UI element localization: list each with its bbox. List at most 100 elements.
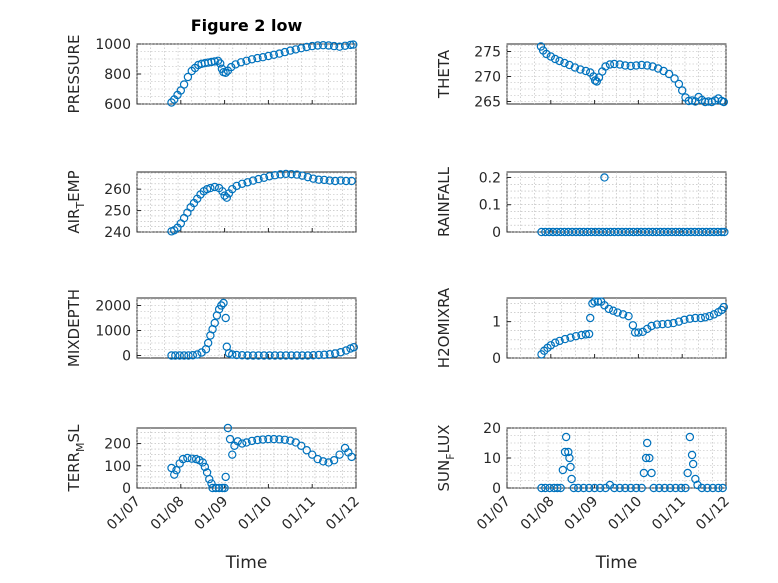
data-point: [335, 450, 344, 459]
data-point: [670, 74, 679, 83]
data-point: [205, 474, 214, 484]
x-tick-label: 01/10: [605, 494, 645, 534]
y-tick-label: 0: [492, 351, 501, 367]
subplot-air_temp: 240 250 260 AIRTEMP: [65, 169, 357, 241]
data-point: [243, 351, 252, 360]
data-point: [714, 483, 723, 493]
data-point: [210, 318, 219, 328]
data-point: [685, 432, 695, 442]
y-tick-label: 260: [104, 182, 131, 198]
y-axis-label: RAINFALL: [435, 166, 453, 237]
data-point: [601, 62, 610, 71]
data-point: [237, 351, 247, 360]
data-point: [336, 348, 345, 357]
data-point: [664, 69, 674, 79]
data-point: [243, 178, 252, 187]
data-point: [320, 175, 329, 185]
axes-box: [136, 171, 357, 233]
data-point: [280, 47, 290, 57]
data-point: [247, 55, 257, 64]
data-point: [253, 435, 262, 445]
y-tick-label: 1000: [95, 37, 131, 53]
data-point: [220, 483, 229, 493]
data-point: [550, 338, 560, 347]
data-point: [671, 483, 680, 493]
subplot-rainfall: 0 0.1 0.2 RAINFALL: [435, 166, 729, 241]
data-point: [546, 52, 556, 61]
x-axis-label: Time: [225, 553, 268, 573]
y-tick-label: 0: [122, 349, 131, 365]
y-axis-label: H2OMIXRA: [435, 287, 453, 368]
data-point: [645, 453, 654, 463]
data-point: [565, 453, 574, 463]
data-point: [275, 435, 284, 444]
data-point: [593, 297, 603, 306]
data-point: [236, 58, 246, 67]
data-point: [170, 470, 179, 479]
data-point: [581, 66, 591, 76]
x-tick-label: 01/12: [693, 494, 733, 534]
data-point: [214, 483, 224, 493]
data-point: [642, 61, 652, 70]
data-point: [335, 42, 344, 51]
data-point: [232, 350, 241, 360]
data-point: [324, 458, 333, 467]
data-point: [237, 179, 247, 188]
data-point: [713, 227, 722, 237]
data-point: [291, 45, 300, 54]
data-point: [254, 351, 263, 360]
data-point: [549, 483, 559, 493]
data-point: [298, 351, 307, 360]
data-point: [615, 483, 624, 493]
y-axis-label: SUNFLUX: [435, 425, 457, 492]
data-point: [313, 454, 322, 464]
data-point: [717, 227, 726, 237]
data-point: [179, 351, 189, 360]
data-point: [595, 483, 605, 493]
data-point: [566, 462, 575, 472]
data-point: [605, 60, 615, 69]
data-point: [269, 434, 279, 444]
data-point: [649, 483, 658, 493]
subplot-sun_flux: 0 10 20 01/07 01/08 01/09 01/10 01/11 01/12 SUNFL…: [435, 421, 733, 573]
data-point: [329, 456, 339, 465]
data-point: [228, 450, 237, 459]
y-tick-label: 270: [474, 70, 501, 86]
data-point: [565, 60, 574, 70]
data-point: [560, 447, 570, 457]
data-point: [678, 86, 687, 95]
data-point: [683, 468, 692, 478]
y-tick-label: 0.1: [479, 198, 501, 214]
data-point: [660, 483, 669, 493]
data-point: [281, 169, 291, 179]
data-point: [264, 51, 273, 61]
data-point: [213, 56, 223, 66]
data-point: [309, 351, 318, 360]
data-point: [287, 169, 296, 179]
data-point: [232, 181, 241, 191]
data-point: [719, 97, 729, 107]
data-point: [217, 301, 226, 310]
data-point: [203, 338, 213, 348]
data-point: [637, 60, 646, 70]
data-point: [292, 351, 302, 360]
data-point: [696, 313, 706, 323]
data-point: [349, 343, 359, 352]
data-point: [314, 175, 323, 184]
data-point: [658, 319, 667, 329]
data-point: [208, 483, 217, 493]
data-point: [637, 483, 646, 493]
data-point: [175, 351, 184, 360]
data-point: [632, 483, 641, 493]
data-point: [638, 327, 647, 337]
data-point: [653, 64, 663, 73]
x-tick-label: 01/10: [235, 494, 275, 534]
data-point: [632, 61, 641, 70]
data-point: [292, 170, 302, 179]
data-point: [269, 50, 279, 60]
data-point: [329, 41, 339, 51]
data-point: [220, 191, 229, 200]
data-point: [576, 65, 585, 74]
data-point: [621, 61, 630, 70]
